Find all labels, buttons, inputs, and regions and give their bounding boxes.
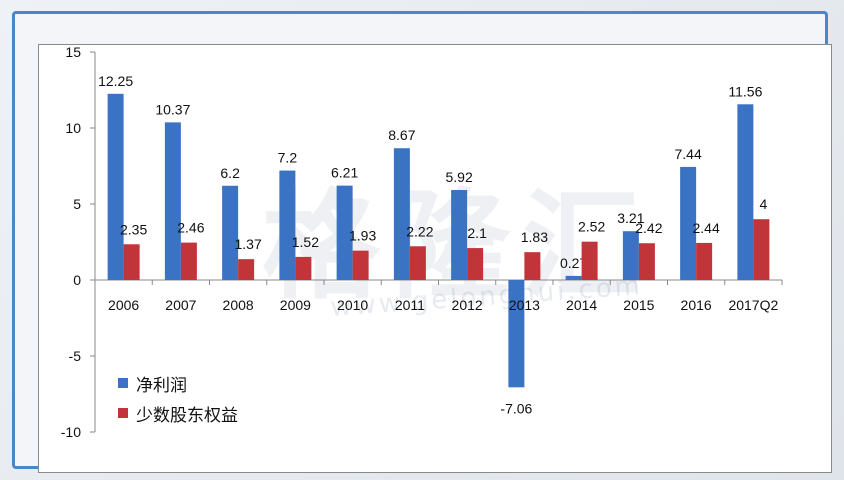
legend-swatch-minority-interest	[118, 408, 128, 418]
bar-minority-interest-2008	[238, 259, 255, 280]
bar-net-profit-2015	[622, 231, 639, 280]
data-label-net-profit-2009: 7.2	[278, 150, 298, 166]
data-label-net-profit-2006: 12.25	[98, 73, 133, 89]
legend-label-net-profit: 净利润	[136, 375, 187, 396]
y-tick-label-0: 0	[73, 272, 81, 288]
x-tick-label-2010: 2010	[337, 297, 368, 313]
x-tick-label-2017Q2: 2017Q2	[728, 297, 778, 313]
data-label-net-profit-2013: -7.06	[500, 400, 532, 416]
data-label-net-profit-2017Q2: 11.56	[728, 83, 762, 99]
legend-item-minority-interest: 少数股东权益	[118, 398, 238, 428]
x-tick-label-2013: 2013	[509, 297, 540, 313]
bar-net-profit-2006	[107, 93, 124, 280]
data-label-net-profit-2015: 3.21	[617, 210, 644, 226]
data-label-net-profit-2008: 6.2	[220, 165, 240, 181]
data-label-minority-interest-2012: 2.1	[467, 225, 487, 241]
data-label-minority-interest-2017Q2: 4	[759, 196, 767, 212]
data-label-minority-interest-2013: 1.83	[521, 229, 548, 245]
data-label-minority-interest-2009: 1.52	[292, 234, 319, 250]
data-label-net-profit-2016: 7.44	[675, 146, 702, 162]
data-label-minority-interest-2008: 1.37	[235, 236, 262, 252]
x-tick-label-2009: 2009	[280, 297, 311, 313]
data-label-net-profit-2014: 0.27	[560, 255, 587, 271]
data-label-net-profit-2007: 10.37	[155, 101, 190, 117]
y-tick-label-10: 10	[65, 120, 81, 136]
bar-minority-interest-2014	[581, 241, 598, 280]
data-label-net-profit-2012: 5.92	[446, 169, 473, 185]
x-tick-label-2016: 2016	[681, 297, 712, 313]
data-label-minority-interest-2007: 2.46	[177, 220, 204, 236]
x-tick-label-2014: 2014	[566, 297, 597, 313]
bar-net-profit-2016	[680, 166, 697, 280]
data-label-net-profit-2010: 6.21	[331, 165, 358, 181]
bar-net-profit-2007	[164, 122, 181, 280]
y-tick-label-15: 15	[65, 44, 81, 60]
legend-item-net-profit: 净利润	[118, 368, 238, 398]
bar-minority-interest-2017Q2	[753, 219, 770, 280]
x-tick-label-2011: 2011	[395, 297, 425, 313]
legend-label-minority-interest: 少数股东权益	[136, 405, 238, 426]
x-tick-label-2015: 2015	[623, 297, 654, 313]
data-label-minority-interest-2006: 2.35	[120, 221, 147, 237]
bar-minority-interest-2010	[352, 250, 369, 280]
bar-net-profit-2014	[565, 275, 582, 280]
bar-net-profit-2011	[393, 148, 410, 280]
legend: 净利润 少数股东权益	[118, 368, 238, 428]
x-tick-label-2006: 2006	[108, 297, 139, 313]
bar-minority-interest-2009	[295, 256, 312, 280]
data-label-minority-interest-2014: 2.52	[578, 219, 605, 235]
data-label-minority-interest-2010: 1.93	[349, 228, 376, 244]
bar-minority-interest-2011	[409, 246, 426, 280]
y-tick-label--10: -10	[61, 424, 81, 440]
bar-net-profit-2017Q2	[737, 104, 754, 281]
data-label-minority-interest-2015: 2.42	[635, 220, 662, 236]
bar-minority-interest-2013	[524, 252, 541, 280]
x-tick-label-2008: 2008	[223, 297, 254, 313]
bar-net-profit-2012	[451, 190, 468, 280]
x-tick-label-2012: 2012	[452, 297, 483, 313]
data-label-minority-interest-2011: 2.22	[406, 223, 433, 239]
bar-net-profit-2008	[222, 185, 239, 280]
legend-swatch-net-profit	[118, 378, 128, 388]
bar-net-profit-2013	[508, 280, 525, 388]
y-tick-label-5: 5	[73, 196, 81, 212]
bar-minority-interest-2007	[180, 242, 197, 280]
x-tick-label-2007: 2007	[165, 297, 196, 313]
bar-minority-interest-2015	[638, 243, 655, 280]
bar-minority-interest-2006	[123, 244, 140, 280]
bar-minority-interest-2012	[467, 248, 484, 280]
bar-net-profit-2009	[279, 170, 296, 280]
bar-net-profit-2010	[336, 185, 353, 280]
y-tick-label--5: -5	[69, 348, 82, 364]
bar-minority-interest-2016	[696, 242, 713, 280]
data-label-net-profit-2011: 8.67	[388, 127, 415, 143]
data-label-minority-interest-2016: 2.44	[693, 220, 720, 236]
